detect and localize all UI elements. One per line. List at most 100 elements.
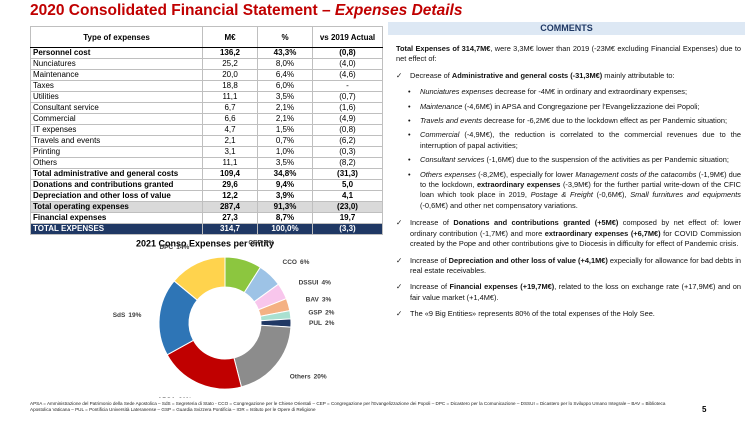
table-cell: Taxes — [30, 80, 203, 92]
slice-category: CEP — [248, 239, 262, 246]
run: Financial expenses (+19,7M€) — [449, 282, 555, 292]
table-cell: (8,2) — [312, 157, 383, 169]
table-cell: Printing — [30, 146, 203, 158]
slice-value: 20% — [314, 373, 327, 380]
donut-slice — [173, 256, 226, 301]
table-cell: 2,1% — [257, 113, 313, 125]
sub-bullet: Others expenses (-8,2M€), especially for… — [396, 170, 741, 212]
run: Nunciatures expenses — [420, 87, 494, 97]
table-cell: 2,1 — [202, 135, 258, 147]
table-row: Maintenance 20,0 6,4% (4,6) — [30, 69, 383, 81]
table-cell: 4,7 — [202, 124, 258, 136]
slice-label: CCO 6% — [283, 258, 310, 265]
slice-value: 2% — [325, 309, 335, 316]
table-cell: 27,3 — [202, 212, 258, 224]
title: 2020 Consolidated Financial Statement – — [30, 2, 335, 19]
table-cell: 91,3% — [257, 201, 313, 213]
table-cell: 0,7% — [257, 135, 313, 147]
page-number: 5 — [702, 405, 707, 414]
run: Consultant services — [420, 155, 485, 165]
table-cell: Depreciation and other loss of value — [30, 190, 203, 202]
slice-label: DSSUI 4% — [299, 279, 331, 286]
run: Depreciation and other loss of value (+4… — [448, 255, 608, 265]
table-cell: 287,4 — [202, 201, 258, 213]
run: Travels and events — [420, 116, 482, 126]
column-header: vs 2019 Actual — [312, 26, 383, 48]
column-header: % — [257, 26, 313, 48]
table-row: Depreciation and other loss of value 12,2… — [30, 190, 383, 202]
slice-label: SdS 19% — [113, 312, 142, 319]
run: (-1,9M€) due to the lockdown, — [420, 169, 741, 190]
table-cell: 2,1% — [257, 102, 313, 114]
run: (-4,6M€) in APSA and Congregazione per l… — [462, 101, 700, 111]
run: Others expenses — [420, 169, 476, 179]
sub-bullet: Travels and events decrease for -6,2M€ d… — [396, 116, 741, 127]
run: Postage & Freight — [530, 190, 593, 200]
table-row: Personnel cost 136,2 43,3% (0,8) — [30, 47, 383, 59]
table-cell: (0,8) — [312, 47, 383, 59]
table-cell: 11,1 — [202, 157, 258, 169]
table-cell: 29,6 — [202, 179, 258, 191]
table-cell: (0,7) — [312, 91, 383, 103]
table-cell: Utilities — [30, 91, 203, 103]
run: (-4,9M€), the reduction is correlated to… — [420, 130, 741, 150]
slice-label: CEP 9% — [248, 239, 274, 246]
run: The «9 Big Entities» represents 80% of t… — [410, 309, 655, 319]
slice-value: 2% — [325, 320, 335, 327]
table-cell: 109,4 — [202, 168, 258, 180]
slice-category: DSSUI — [299, 279, 319, 286]
slice-category: GSP — [308, 309, 322, 316]
run: Small furnitures and equipments — [630, 190, 741, 200]
table-cell: Others — [30, 157, 203, 169]
column-header: Type of expenses — [30, 26, 203, 48]
slice-category: BAV — [306, 296, 320, 303]
table-row: Utilities 11,1 3,5% (0,7) — [30, 91, 383, 103]
run: Commercial — [420, 130, 460, 140]
table-cell: (31,3) — [312, 168, 383, 180]
table-cell: 43,3% — [257, 47, 313, 59]
run: Donations and contributions granted (+5M… — [453, 218, 619, 228]
table-row: Commercial 6,6 2,1% (4,9) — [30, 113, 383, 125]
table-cell: 1,5% — [257, 124, 313, 136]
table-cell: 18,8 — [202, 80, 258, 92]
bullet: Increase of Donations and contributions … — [396, 218, 741, 249]
table-cell: 3,9% — [257, 190, 313, 202]
run: Increase of — [410, 255, 449, 265]
table-row: Total operating expenses 287,4 91,3% (23,0) — [30, 201, 383, 213]
table-row: Financial expenses 27,3 8,7% 19,7 — [30, 212, 383, 224]
table-cell: Consultant service — [30, 102, 203, 114]
bullet: The «9 Big Entities» represents 80% of t… — [396, 309, 741, 320]
slice-category: Others — [290, 373, 311, 380]
slice-category: CCO — [283, 258, 297, 265]
table-cell: (4,0) — [312, 58, 383, 70]
run: Maintenance — [420, 101, 463, 111]
slice-label: DPC 14% — [159, 244, 189, 251]
slice-value: 21% — [179, 397, 192, 398]
slice-value: 3% — [322, 296, 332, 303]
sub-bullet: Maintenance (-4,6M€) in APSA and Congreg… — [396, 101, 741, 113]
table-cell: 11,1 — [202, 91, 258, 103]
title-emphasis: Expenses Details — [334, 2, 463, 19]
run: , related to the loss on exchange rate (… — [410, 282, 741, 302]
table-cell: 314,7 — [202, 223, 258, 235]
table-cell: 4,1 — [312, 190, 383, 202]
bullet: Increase of Depreciation and other loss … — [396, 256, 741, 277]
table-row: Nunciatures 25,2 8,0% (4,0) — [30, 58, 383, 70]
table-row: Taxes 18,8 6,0% - — [30, 80, 383, 92]
run: (-3,9M€) for the further partial write-d… — [420, 180, 742, 200]
table-cell: 6,4% — [257, 69, 313, 81]
bullet: Increase of Financial expenses (+19,7M€)… — [396, 282, 741, 303]
table-cell: Personnel cost — [30, 47, 203, 59]
slice-label: PUL 2% — [309, 320, 335, 327]
table-cell: 8,0% — [257, 58, 313, 70]
table-cell: (3,3) — [312, 223, 383, 235]
table-cell: 9,4% — [257, 179, 313, 191]
run: , were 3,3M€ lower than 2019 (-23M€ excl… — [396, 44, 741, 64]
table-cell: 6,0% — [257, 80, 313, 92]
run: extraordinary expenses — [476, 180, 561, 190]
table-cell: 6,6 — [202, 113, 258, 125]
run: expecially for allowance for bad debts i… — [410, 255, 742, 275]
run: (-1,6M€) due to the suspension of the ac… — [484, 155, 729, 165]
slice-value: 9% — [265, 239, 275, 246]
